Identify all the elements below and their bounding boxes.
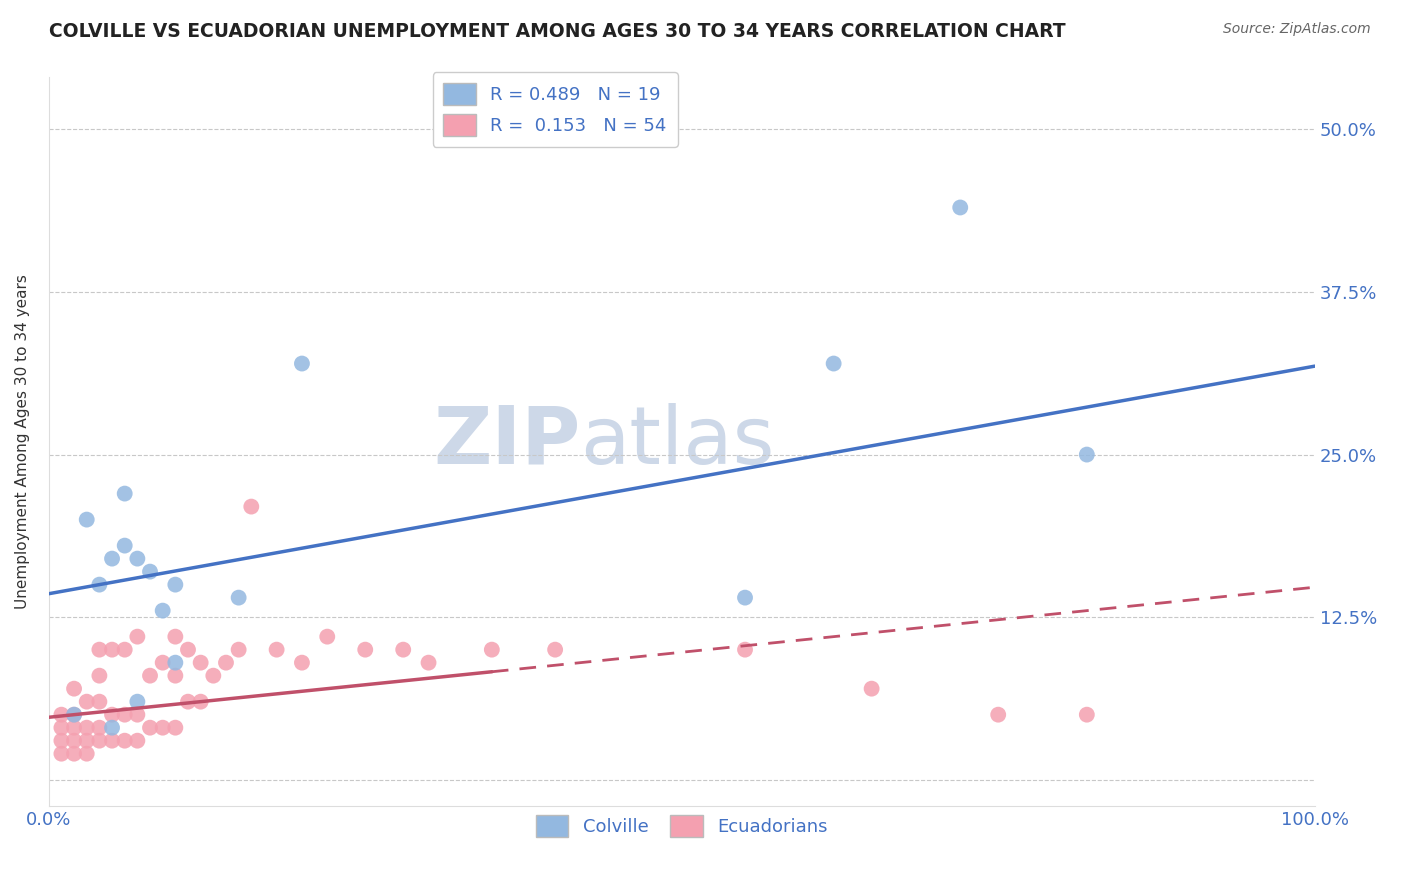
Legend: Colville, Ecuadorians: Colville, Ecuadorians bbox=[529, 807, 835, 844]
Point bbox=[89, 668, 111, 682]
Text: atlas: atlas bbox=[581, 402, 775, 481]
Point bbox=[139, 721, 162, 735]
Point bbox=[823, 357, 845, 371]
Point bbox=[860, 681, 883, 696]
Point bbox=[51, 707, 73, 722]
Point bbox=[101, 642, 124, 657]
Point bbox=[165, 656, 187, 670]
Point bbox=[51, 721, 73, 735]
Point bbox=[165, 668, 187, 682]
Point bbox=[114, 486, 136, 500]
Point bbox=[202, 668, 225, 682]
Point bbox=[481, 642, 503, 657]
Point bbox=[76, 721, 98, 735]
Point bbox=[63, 721, 86, 735]
Point bbox=[734, 591, 756, 605]
Point bbox=[127, 707, 149, 722]
Point bbox=[101, 733, 124, 747]
Point bbox=[139, 668, 162, 682]
Point bbox=[291, 357, 314, 371]
Point bbox=[51, 733, 73, 747]
Point bbox=[177, 695, 200, 709]
Point bbox=[89, 642, 111, 657]
Point bbox=[291, 656, 314, 670]
Point bbox=[127, 630, 149, 644]
Point bbox=[165, 577, 187, 591]
Point bbox=[190, 695, 212, 709]
Point bbox=[76, 747, 98, 761]
Point bbox=[152, 656, 174, 670]
Point bbox=[101, 707, 124, 722]
Point bbox=[89, 577, 111, 591]
Point bbox=[987, 707, 1010, 722]
Point bbox=[63, 707, 86, 722]
Point bbox=[949, 201, 972, 215]
Point bbox=[114, 642, 136, 657]
Point bbox=[215, 656, 238, 670]
Point bbox=[354, 642, 377, 657]
Point bbox=[76, 733, 98, 747]
Point bbox=[1076, 707, 1098, 722]
Point bbox=[63, 681, 86, 696]
Point bbox=[127, 551, 149, 566]
Point bbox=[127, 695, 149, 709]
Point bbox=[101, 721, 124, 735]
Point bbox=[190, 656, 212, 670]
Point bbox=[734, 642, 756, 657]
Point bbox=[316, 630, 339, 644]
Point bbox=[114, 707, 136, 722]
Point bbox=[101, 551, 124, 566]
Point bbox=[127, 733, 149, 747]
Point bbox=[228, 642, 250, 657]
Point bbox=[114, 733, 136, 747]
Point bbox=[152, 721, 174, 735]
Point bbox=[544, 642, 567, 657]
Text: Source: ZipAtlas.com: Source: ZipAtlas.com bbox=[1223, 22, 1371, 37]
Point bbox=[63, 747, 86, 761]
Y-axis label: Unemployment Among Ages 30 to 34 years: Unemployment Among Ages 30 to 34 years bbox=[15, 274, 30, 609]
Point bbox=[89, 695, 111, 709]
Point bbox=[266, 642, 288, 657]
Text: COLVILLE VS ECUADORIAN UNEMPLOYMENT AMONG AGES 30 TO 34 YEARS CORRELATION CHART: COLVILLE VS ECUADORIAN UNEMPLOYMENT AMON… bbox=[49, 22, 1066, 41]
Point bbox=[165, 630, 187, 644]
Point bbox=[114, 539, 136, 553]
Point bbox=[1076, 448, 1098, 462]
Point bbox=[63, 733, 86, 747]
Text: ZIP: ZIP bbox=[433, 402, 581, 481]
Point bbox=[139, 565, 162, 579]
Point bbox=[76, 513, 98, 527]
Point bbox=[51, 747, 73, 761]
Point bbox=[89, 721, 111, 735]
Point bbox=[228, 591, 250, 605]
Point bbox=[89, 733, 111, 747]
Point bbox=[177, 642, 200, 657]
Point bbox=[165, 721, 187, 735]
Point bbox=[76, 695, 98, 709]
Point bbox=[418, 656, 440, 670]
Point bbox=[152, 604, 174, 618]
Point bbox=[392, 642, 415, 657]
Point bbox=[63, 707, 86, 722]
Point bbox=[240, 500, 263, 514]
